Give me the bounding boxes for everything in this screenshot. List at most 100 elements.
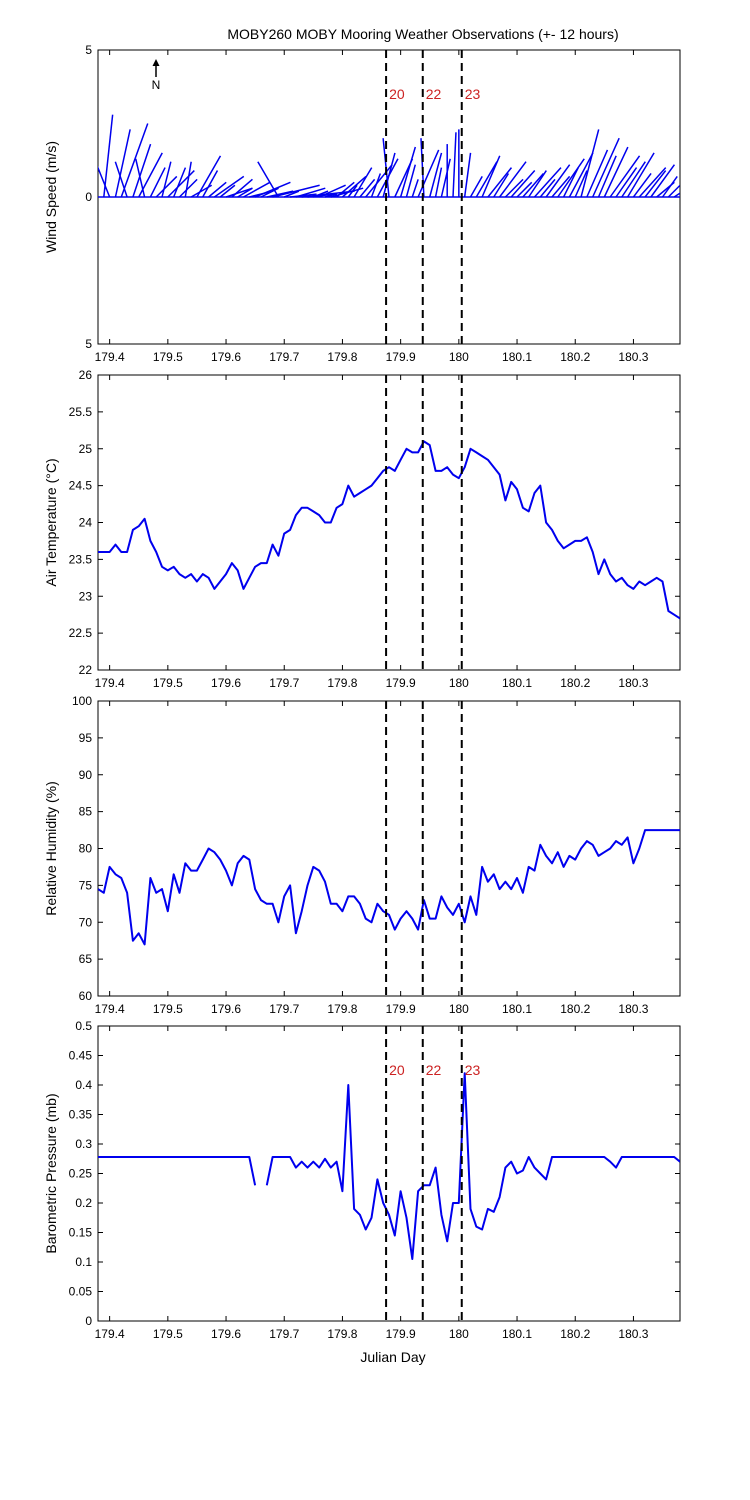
wind-vector bbox=[621, 161, 646, 198]
wind-vector bbox=[114, 161, 128, 198]
y-tick-label: 5 bbox=[85, 337, 92, 351]
wind-vector bbox=[365, 164, 393, 198]
wind-vector bbox=[667, 184, 680, 198]
x-tick-label: 179.9 bbox=[386, 676, 416, 690]
wind-vector bbox=[516, 181, 533, 198]
x-tick-label: 179.7 bbox=[269, 1327, 299, 1341]
y-tick-label: 75 bbox=[79, 878, 93, 892]
y-tick-label: 24 bbox=[79, 516, 93, 530]
wind-vector bbox=[586, 149, 609, 198]
x-tick-label: 179.4 bbox=[95, 1327, 125, 1341]
y-axis-label: Air Temperature (°C) bbox=[43, 458, 59, 586]
y-tick-label: 25.5 bbox=[69, 405, 93, 419]
y-axis-label: Wind Speed (m/s) bbox=[43, 141, 59, 253]
wind-vector bbox=[237, 187, 253, 198]
y-tick-label: 26 bbox=[79, 368, 93, 382]
x-tick-label: 179.9 bbox=[386, 1002, 416, 1016]
wind-vector bbox=[452, 132, 457, 198]
event-marker-label: 22 bbox=[426, 1062, 442, 1078]
data-layer bbox=[98, 1072, 680, 1260]
wind-vector bbox=[336, 181, 355, 198]
wind-vector bbox=[562, 167, 579, 198]
panels: 179.4 179.5 179.6 179.7 179.8 179.9 180 180.1 18… bbox=[43, 43, 681, 1341]
wind-vector bbox=[172, 167, 187, 198]
series-line bbox=[98, 440, 680, 620]
series-line bbox=[98, 829, 680, 946]
x-axis-label: Julian Day bbox=[360, 1349, 425, 1365]
wind-vector bbox=[114, 129, 131, 198]
x-tick-label: 179.8 bbox=[327, 1002, 357, 1016]
x-tick-label: 180.1 bbox=[502, 1327, 532, 1341]
wind-vector bbox=[615, 167, 638, 198]
y-tick-label: 95 bbox=[79, 731, 93, 745]
panel-4: 179.4 179.5 179.6 179.7 179.8 179.9 180 180.1 18… bbox=[43, 1019, 681, 1341]
wind-vector bbox=[161, 161, 172, 198]
wind-vector bbox=[254, 181, 291, 198]
wind-vector bbox=[661, 175, 678, 198]
x-tick-label: 180.3 bbox=[618, 1002, 648, 1016]
y-tick-label: 22 bbox=[79, 663, 93, 677]
wind-vector bbox=[213, 175, 245, 198]
wind-vector bbox=[638, 167, 667, 198]
wind-vector bbox=[260, 187, 279, 198]
y-tick-label: 70 bbox=[79, 915, 93, 929]
x-tick-label: 180.3 bbox=[618, 350, 648, 364]
wind-vector bbox=[597, 155, 617, 198]
x-tick-label: 180.3 bbox=[618, 1327, 648, 1341]
wind-vector bbox=[353, 167, 373, 198]
x-tick-label: 179.9 bbox=[386, 1327, 416, 1341]
wind-vector bbox=[98, 165, 111, 198]
x-tick-label: 179.5 bbox=[153, 350, 183, 364]
x-tick-label: 180.1 bbox=[502, 676, 532, 690]
y-tick-label: 23 bbox=[79, 589, 93, 603]
x-tick-label: 179.6 bbox=[211, 1327, 241, 1341]
x-tick-label: 179.7 bbox=[269, 1002, 299, 1016]
wind-vector bbox=[609, 155, 641, 198]
x-tick-label: 179.9 bbox=[386, 350, 416, 364]
wind-vector bbox=[557, 158, 585, 198]
wind-vector bbox=[167, 170, 195, 198]
y-tick-label: 0.4 bbox=[75, 1078, 92, 1092]
plot-frame bbox=[97, 374, 681, 671]
y-tick-label: 22.5 bbox=[69, 626, 93, 640]
wind-vector bbox=[257, 161, 280, 198]
x-tick-label: 180.2 bbox=[560, 1002, 590, 1016]
y-tick-label: 0.3 bbox=[75, 1137, 92, 1151]
wind-vector bbox=[313, 190, 329, 198]
x-tick-label: 179.6 bbox=[211, 1002, 241, 1016]
y-tick-label: 65 bbox=[79, 952, 93, 966]
y-tick-label: 0.5 bbox=[75, 1019, 92, 1033]
y-axis-label: Barometric Pressure (mb) bbox=[43, 1093, 59, 1253]
wind-vector bbox=[493, 173, 510, 198]
chart-title: MOBY260 MOBY Mooring Weather Observation… bbox=[227, 26, 618, 42]
x-tick-label: 180.3 bbox=[618, 676, 648, 690]
data-layer bbox=[98, 829, 680, 946]
north-label: N bbox=[152, 78, 161, 92]
wind-vector bbox=[533, 167, 562, 198]
x-tick-label: 180.2 bbox=[560, 1327, 590, 1341]
wind-vector bbox=[347, 184, 358, 198]
series-line bbox=[265, 1072, 680, 1260]
y-tick-label: 24.5 bbox=[69, 479, 93, 493]
wind-vector bbox=[132, 143, 152, 198]
x-tick-label: 179.5 bbox=[153, 676, 183, 690]
x-tick-label: 179.5 bbox=[153, 1002, 183, 1016]
data-layer bbox=[98, 440, 680, 620]
wind-vector bbox=[208, 181, 227, 198]
y-tick-label: 0.45 bbox=[69, 1049, 93, 1063]
wind-vector bbox=[434, 167, 443, 198]
wind-vector bbox=[429, 152, 443, 198]
wind-vector bbox=[266, 190, 294, 198]
wind-vector bbox=[603, 146, 629, 198]
wind-vector bbox=[103, 114, 114, 198]
wind-vector bbox=[592, 137, 620, 198]
y-axis-label: Relative Humidity (%) bbox=[43, 781, 59, 916]
wind-vector bbox=[504, 178, 524, 198]
x-tick-label: 179.6 bbox=[211, 350, 241, 364]
wind-vector bbox=[196, 155, 222, 198]
y-tick-label: 25 bbox=[79, 442, 93, 456]
wind-vector bbox=[440, 158, 451, 198]
wind-vector bbox=[528, 170, 547, 198]
event-marker-label: 20 bbox=[389, 86, 405, 102]
